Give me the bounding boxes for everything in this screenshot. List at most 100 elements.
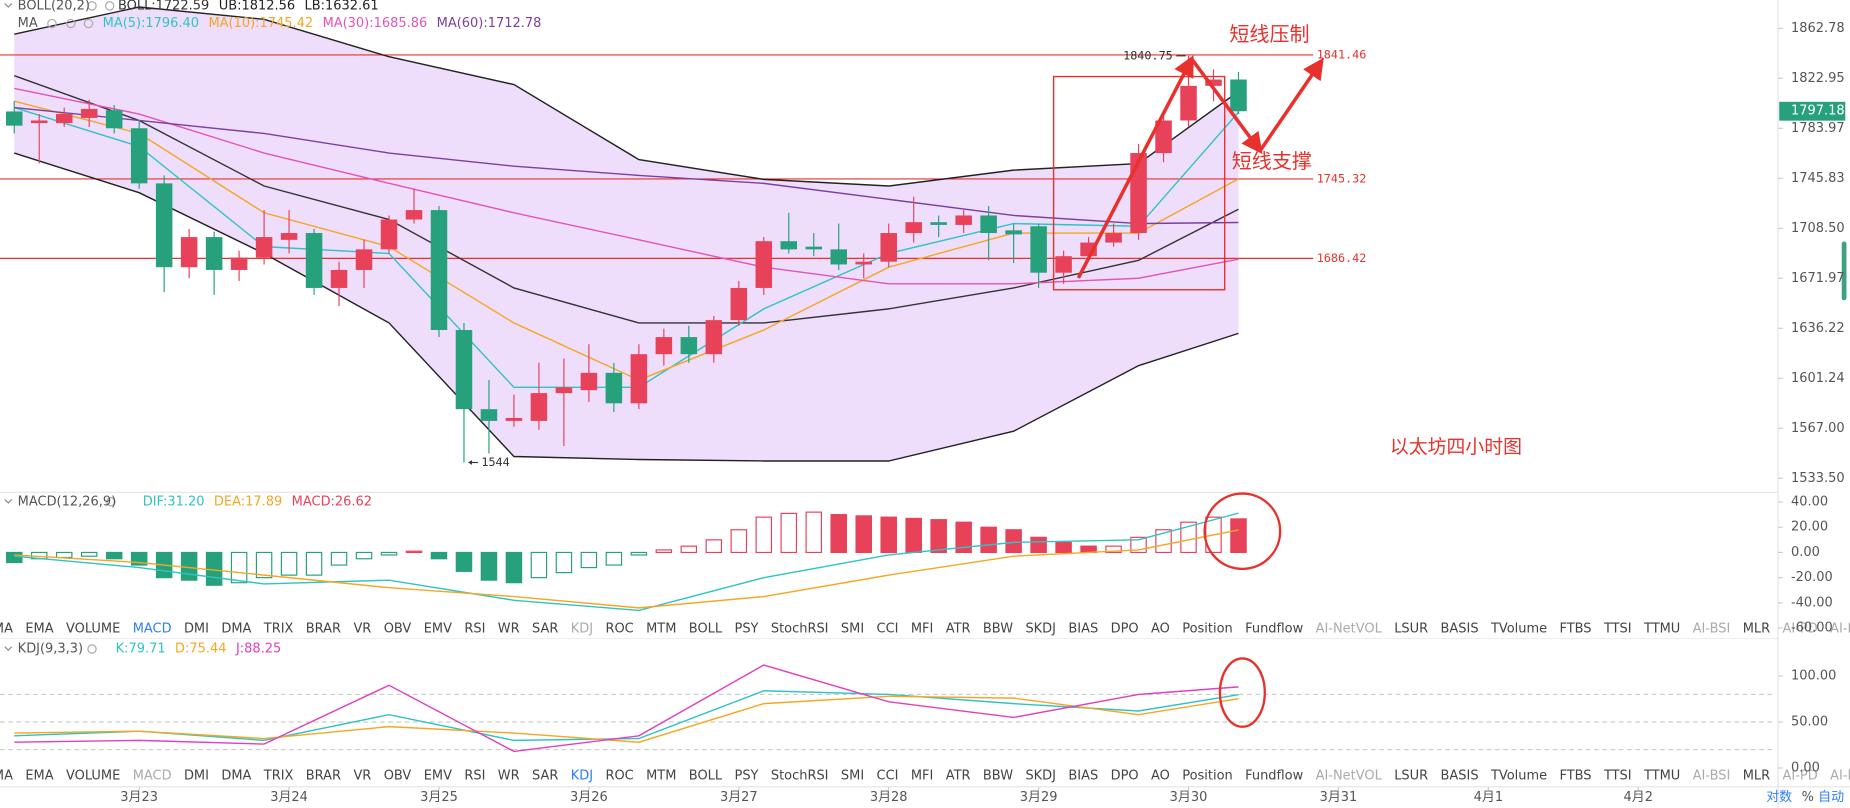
indicator-tab[interactable]: DMA — [221, 769, 251, 784]
indicator-tab[interactable]: TTSI — [1603, 769, 1632, 784]
indicator-tab[interactable]: AI-BSI — [1693, 621, 1731, 636]
indicator-tab[interactable]: SMI — [841, 769, 864, 784]
indicator-tab[interactable]: VOLUME — [66, 769, 120, 784]
indicator-tab[interactable]: AI-PD — [1783, 621, 1818, 636]
indicator-tab[interactable]: DMA — [221, 621, 251, 636]
indicator-tab[interactable]: MFI — [911, 621, 933, 636]
indicator-tab[interactable]: MTM — [646, 621, 676, 636]
indicator-tab[interactable]: BASIS — [1441, 621, 1479, 636]
indicator-tab[interactable]: EMV — [424, 769, 452, 784]
indicator-tab[interactable]: EMV — [424, 621, 452, 636]
indicator-tab[interactable]: FTBS — [1560, 769, 1592, 784]
indicator-tab[interactable]: BBW — [983, 621, 1013, 636]
indicator-tab[interactable]: VOLUME — [66, 621, 120, 636]
indicator-tab[interactable]: BBW — [983, 769, 1013, 784]
indicator-tab[interactable]: ROC — [605, 769, 633, 784]
indicator-tab[interactable]: EMA — [25, 621, 53, 636]
macd-line — [14, 512, 1239, 612]
macd-bar — [605, 551, 623, 566]
indicator-tab[interactable]: MLR — [1743, 621, 1770, 636]
indicator-tab[interactable]: MTM — [646, 769, 676, 784]
tab-bar-bg — [0, 766, 1776, 786]
indicator-tab[interactable]: SKDJ — [1025, 621, 1056, 636]
indicator-tab[interactable]: DMI — [184, 621, 209, 636]
indicator-tab[interactable]: AI-PD — [1783, 769, 1818, 784]
indicator-tab[interactable]: WR — [498, 621, 520, 636]
indicator-tab[interactable]: DPO — [1111, 621, 1139, 636]
legend-item: K:79.71 — [116, 641, 166, 656]
indicator-tab[interactable]: SKDJ — [1025, 769, 1056, 784]
indicator-tab[interactable]: MFI — [911, 769, 933, 784]
indicator-tab[interactable]: TTSI — [1603, 621, 1632, 636]
indicator-tab[interactable]: VR — [353, 621, 371, 636]
indicator-tab[interactable]: RSI — [464, 621, 485, 636]
indicator-tab[interactable]: StochRSI — [771, 769, 829, 784]
indicator-tab[interactable]: Position — [1182, 769, 1232, 784]
indicator-tab[interactable]: TTMU — [1643, 621, 1680, 636]
indicator-tab[interactable]: BRAR — [306, 769, 341, 784]
indicator-tab[interactable]: CCI — [877, 621, 899, 636]
indicator-tab[interactable]: SAR — [532, 769, 558, 784]
indicator-tab[interactable]: BASIS — [1441, 769, 1479, 784]
indicator-tab[interactable]: LSUR — [1394, 769, 1428, 784]
indicator-tab[interactable]: PSY — [735, 769, 759, 784]
indicator-tab[interactable]: OBV — [384, 621, 412, 636]
macd-bar — [580, 551, 598, 569]
indicator-tab[interactable]: BOLL — [689, 621, 723, 636]
indicator-tab[interactable]: WR — [498, 769, 520, 784]
indicator-tab[interactable]: TVolume — [1490, 621, 1547, 636]
indicator-tab[interactable]: Fundflow — [1245, 769, 1304, 784]
indicator-tab[interactable]: Position — [1182, 621, 1232, 636]
scale-option[interactable]: % — [1802, 790, 1814, 805]
indicator-tab[interactable]: RSI — [464, 769, 485, 784]
indicator-tab[interactable]: BRAR — [306, 621, 341, 636]
indicator-tab[interactable]: FTBS — [1560, 621, 1592, 636]
indicator-tab[interactable]: TVolume — [1490, 769, 1547, 784]
indicator-tab[interactable]: SAR — [532, 621, 558, 636]
candle-body — [630, 354, 648, 404]
indicator-tab[interactable]: DPO — [1111, 769, 1139, 784]
candle-body — [1005, 230, 1022, 235]
indicator-tab[interactable]: EMA — [25, 769, 53, 784]
indicator-tab[interactable]: VR — [353, 769, 371, 784]
indicator-tab[interactable]: OBV — [384, 769, 412, 784]
indicator-tab[interactable]: AI-FDI — [1830, 621, 1850, 636]
indicator-tab[interactable]: CCI — [877, 769, 899, 784]
indicator-tab[interactable]: KDJ — [571, 621, 593, 636]
indicator-tab[interactable]: MA — [0, 769, 13, 784]
indicator-tab[interactable]: ATR — [946, 769, 971, 784]
indicator-tab[interactable]: AI-NetVOL — [1316, 621, 1383, 636]
macd-bar — [780, 512, 798, 554]
indicator-tab[interactable]: Fundflow — [1245, 621, 1304, 636]
indicator-tab[interactable]: AI-NetVOL — [1316, 769, 1383, 784]
scale-option[interactable]: 自动 — [1818, 790, 1844, 805]
indicator-tab[interactable]: PSY — [735, 621, 759, 636]
indicator-tab[interactable]: MACD — [133, 769, 172, 784]
indicator-tab[interactable]: MLR — [1743, 769, 1770, 784]
indicator-tab[interactable]: TRIX — [263, 769, 294, 784]
indicator-tab[interactable]: SMI — [841, 621, 864, 636]
indicator-tab[interactable]: AO — [1151, 621, 1170, 636]
indicator-tab[interactable]: ROC — [605, 621, 633, 636]
indicator-tab[interactable]: AO — [1151, 769, 1170, 784]
indicator-tab[interactable]: MA — [0, 621, 13, 636]
indicator-tab[interactable]: ATR — [946, 621, 971, 636]
indicator-tab[interactable]: AI-FDI — [1830, 769, 1850, 784]
indicator-tab[interactable]: BIAS — [1068, 769, 1098, 784]
indicator-tab[interactable]: BIAS — [1068, 621, 1098, 636]
drawn-arrow — [1076, 55, 1194, 279]
candle-body — [880, 233, 897, 262]
indicator-tab[interactable]: TTMU — [1643, 769, 1680, 784]
scale-option[interactable]: 对数 — [1766, 790, 1792, 805]
indicator-tab[interactable]: KDJ — [571, 769, 593, 784]
indicator-tab[interactable]: DMI — [184, 769, 209, 784]
indicator-tab[interactable]: MACD — [133, 621, 172, 636]
kdj-plot — [0, 664, 1776, 753]
indicator-tab[interactable]: TRIX — [263, 621, 294, 636]
indicator-tab[interactable]: AI-BSI — [1693, 769, 1731, 784]
indicator-tab[interactable]: BOLL — [689, 769, 723, 784]
indicator-tab[interactable]: LSUR — [1394, 621, 1428, 636]
indicator-tab[interactable]: StochRSI — [771, 621, 829, 636]
gear-icon — [106, 497, 116, 507]
candle-body — [180, 237, 198, 268]
